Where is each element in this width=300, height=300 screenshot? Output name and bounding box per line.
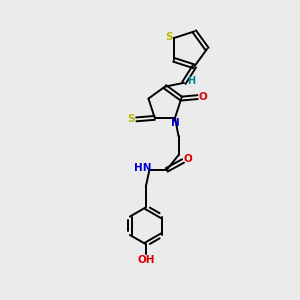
Text: S: S [127,114,135,124]
Text: N: N [171,118,179,128]
Text: OH: OH [137,255,154,265]
Text: S: S [166,32,173,42]
Text: H: H [187,76,195,86]
Text: O: O [184,154,193,164]
Text: HN: HN [134,163,152,172]
Text: O: O [199,92,207,102]
